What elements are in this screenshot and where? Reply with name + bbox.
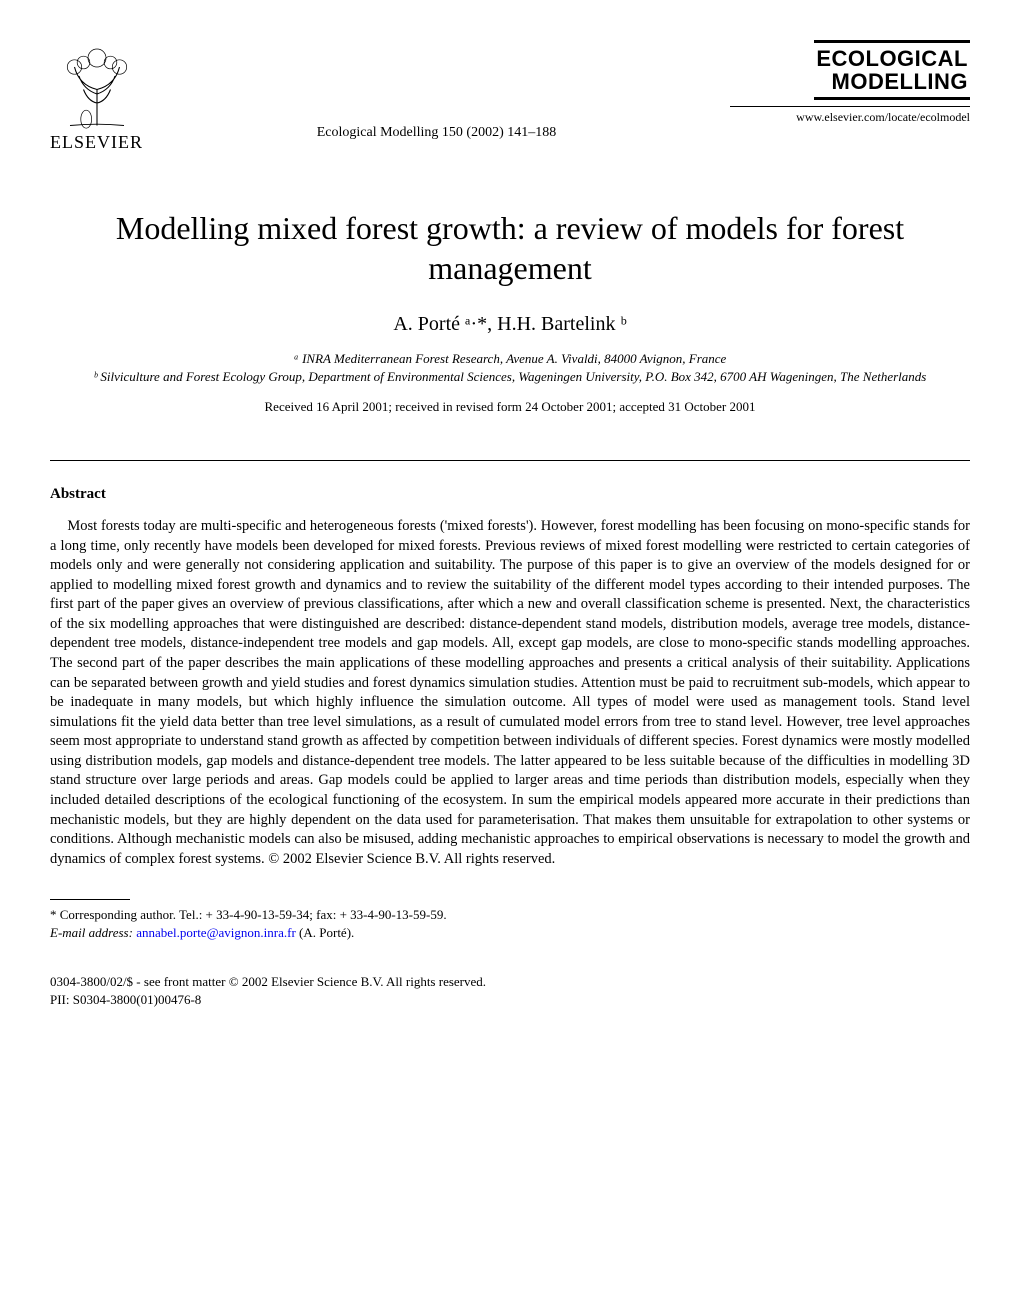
citation: Ecological Modelling 150 (2002) 141–188 xyxy=(143,40,730,141)
authors: A. Porté ᵃ·*, H.H. Bartelink ᵇ xyxy=(50,313,970,336)
footer: 0304-3800/02/$ - see front matter © 2002… xyxy=(50,973,970,1009)
journal-rule xyxy=(730,106,970,107)
journal-url[interactable]: www.elsevier.com/locate/ecolmodel xyxy=(796,110,970,125)
email-label: E-mail address: xyxy=(50,925,133,940)
affiliation-a: ᵃ INRA Mediterranean Forest Research, Av… xyxy=(50,350,970,368)
corresponding-author: * Corresponding author. Tel.: + 33-4-90-… xyxy=(50,906,970,924)
affiliations: ᵃ INRA Mediterranean Forest Research, Av… xyxy=(50,350,970,385)
divider xyxy=(50,460,970,461)
page: ELSEVIER Ecological Modelling 150 (2002)… xyxy=(0,0,1020,1049)
abstract-heading: Abstract xyxy=(50,486,970,503)
copyright: 0304-3800/02/$ - see front matter © 2002… xyxy=(50,973,970,991)
publisher-name: ELSEVIER xyxy=(50,132,143,153)
elsevier-tree-icon xyxy=(52,40,142,130)
email-line: E-mail address: annabel.porte@avignon.in… xyxy=(50,924,970,942)
header: ELSEVIER Ecological Modelling 150 (2002)… xyxy=(50,40,970,153)
pii: PII: S0304-3800(01)00476-8 xyxy=(50,991,970,1009)
article-title: Modelling mixed forest growth: a review … xyxy=(50,208,970,288)
history: Received 16 April 2001; received in revi… xyxy=(50,399,970,415)
email-attribution: (A. Porté). xyxy=(299,925,354,940)
abstract-body: Most forests today are multi-specific an… xyxy=(50,517,970,869)
publisher-logo: ELSEVIER xyxy=(50,40,143,153)
footnote-divider xyxy=(50,899,130,900)
email-link[interactable]: annabel.porte@avignon.inra.fr xyxy=(136,925,296,940)
journal-logo: ECOLOGICAL MODELLING xyxy=(814,40,970,100)
journal-branding: ECOLOGICAL MODELLING www.elsevier.com/lo… xyxy=(730,40,970,125)
journal-name-line1: ECOLOGICAL xyxy=(816,47,968,70)
journal-name-line2: MODELLING xyxy=(816,70,968,93)
footnotes: * Corresponding author. Tel.: + 33-4-90-… xyxy=(50,906,970,942)
affiliation-b: ᵇ Silviculture and Forest Ecology Group,… xyxy=(50,368,970,386)
